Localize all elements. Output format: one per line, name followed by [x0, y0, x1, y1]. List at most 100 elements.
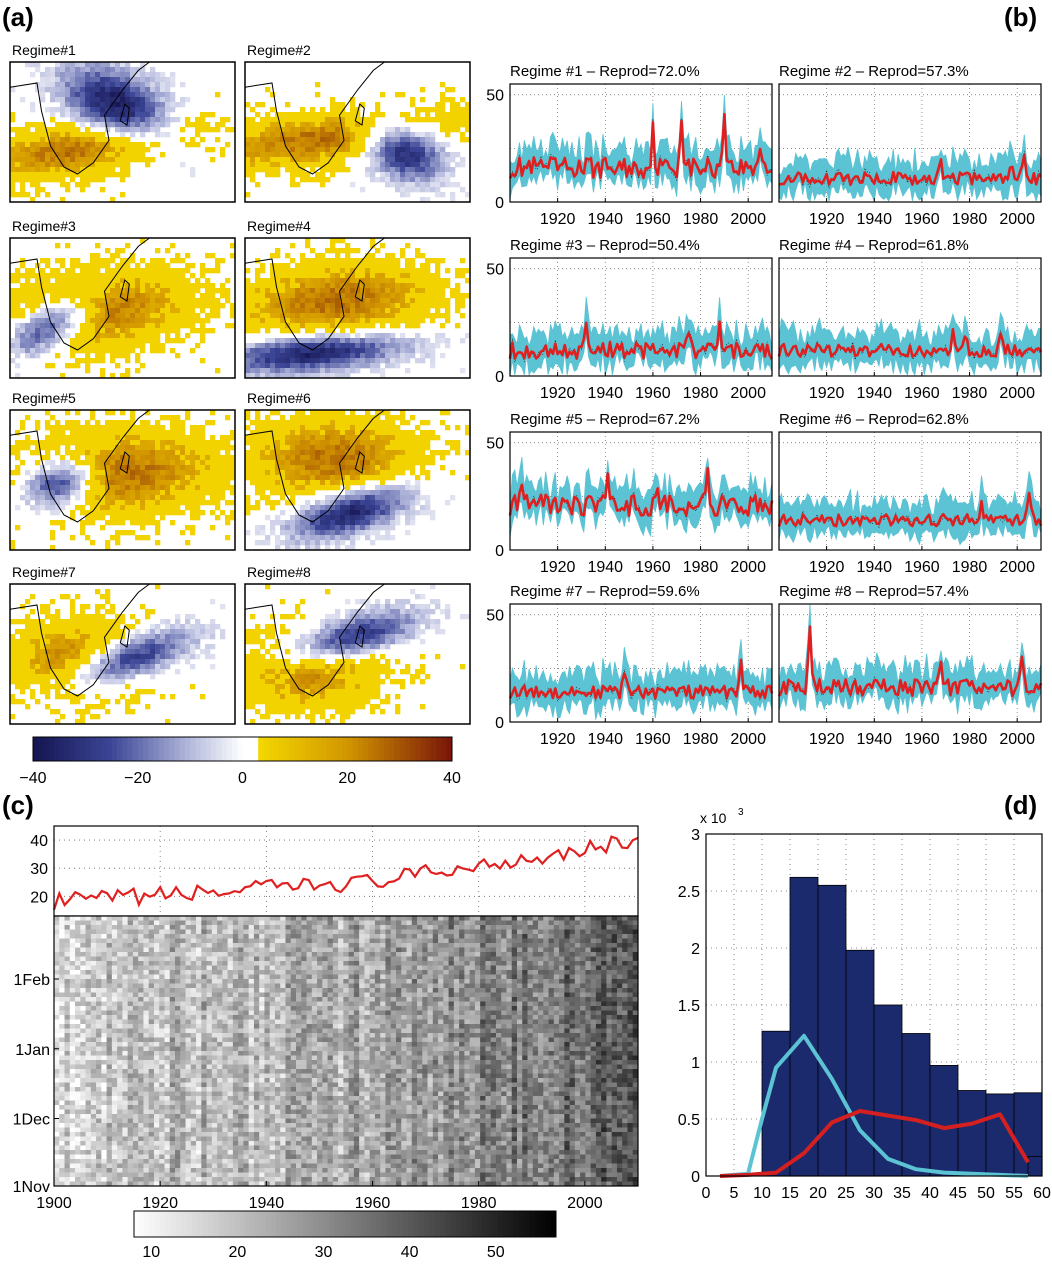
- map-cell: [55, 465, 61, 471]
- map-cell: [300, 273, 306, 279]
- map-cell: [65, 142, 71, 148]
- map-cell: [430, 313, 436, 319]
- map-cell: [160, 460, 166, 466]
- map-cell: [40, 268, 46, 274]
- map-cell: [25, 137, 31, 143]
- map-cell: [155, 278, 161, 284]
- map-cell: [40, 639, 46, 645]
- map-cell: [40, 348, 46, 354]
- map-cell: [400, 338, 406, 344]
- map-cell: [190, 634, 196, 640]
- map-cell: [455, 122, 461, 128]
- map-cell: [40, 273, 46, 279]
- map-cell: [430, 132, 436, 138]
- map-cell: [35, 649, 41, 655]
- map-cell: [130, 410, 136, 416]
- map-cell: [100, 445, 106, 451]
- map-cell: [195, 654, 201, 660]
- map-cell: [90, 62, 96, 68]
- map-cell: [70, 82, 76, 88]
- map-cell: [45, 338, 51, 344]
- map-cell: [135, 263, 141, 269]
- map-cell: [365, 338, 371, 344]
- map-cell: [105, 127, 111, 133]
- map-cell: [280, 495, 286, 501]
- map-cell: [160, 485, 166, 491]
- map-cell: [395, 92, 401, 98]
- map-cell: [105, 634, 111, 640]
- map-cell: [175, 313, 181, 319]
- map-cell: [145, 515, 151, 521]
- map-cell: [10, 177, 16, 183]
- map-cell: [35, 485, 41, 491]
- map-cell: [395, 137, 401, 143]
- map-cell: [250, 172, 256, 178]
- map-cell: [305, 455, 311, 461]
- map-cell: [245, 293, 251, 299]
- map-cell: [120, 500, 126, 506]
- map-cell: [115, 490, 121, 496]
- map-cell: [290, 313, 296, 319]
- map-cell: [420, 348, 426, 354]
- map-cell: [265, 122, 271, 128]
- map-cell: [285, 303, 291, 309]
- map-cell: [120, 495, 126, 501]
- map-cell: [330, 243, 336, 249]
- map-cell: [195, 303, 201, 309]
- map-cell: [170, 475, 176, 481]
- map-cell: [190, 318, 196, 324]
- map-cell: [275, 515, 281, 521]
- map-cell: [170, 440, 176, 446]
- map-cell: [390, 460, 396, 466]
- map-cell: [315, 142, 321, 148]
- map-cell: [70, 263, 76, 269]
- map-cell: [80, 67, 86, 73]
- map-cell: [325, 323, 331, 329]
- map-cell: [380, 510, 386, 516]
- map-cell: [405, 323, 411, 329]
- map-cell: [255, 298, 261, 304]
- map-cell: [320, 338, 326, 344]
- map-cell: [230, 500, 236, 506]
- map-cell: [130, 649, 136, 655]
- map-cell: [365, 505, 371, 511]
- map-cell: [120, 505, 126, 511]
- map-cell: [360, 353, 366, 359]
- map-cell: [360, 313, 366, 319]
- map-cell: [360, 318, 366, 324]
- map-cell: [345, 288, 351, 294]
- map-cell: [120, 142, 126, 148]
- map-cell: [300, 505, 306, 511]
- map-cell: [295, 490, 301, 496]
- map-cell: [430, 142, 436, 148]
- map-cell: [125, 102, 131, 108]
- map-cell: [45, 328, 51, 334]
- map-cell: [90, 465, 96, 471]
- map-cell: [175, 624, 181, 630]
- map-cell: [180, 82, 186, 88]
- map-cell: [70, 172, 76, 178]
- map-cell: [190, 450, 196, 456]
- map-cell: [75, 117, 81, 123]
- map-cell: [345, 112, 351, 118]
- map-cell: [435, 162, 441, 168]
- map-cell: [370, 495, 376, 501]
- map-cell: [260, 308, 266, 314]
- map-cell: [90, 430, 96, 436]
- map-cell: [205, 460, 211, 466]
- map-cell: [30, 649, 36, 655]
- map-cell: [60, 72, 66, 78]
- map-cell: [55, 157, 61, 163]
- map-cell: [15, 445, 21, 451]
- map-cell: [90, 629, 96, 635]
- map-cell: [155, 470, 161, 476]
- map-cell: [30, 495, 36, 501]
- map-cell: [305, 475, 311, 481]
- map-cell: [55, 298, 61, 304]
- map-cell: [270, 353, 276, 359]
- map-cell: [260, 425, 266, 431]
- map-cell: [420, 455, 426, 461]
- map-cell: [160, 440, 166, 446]
- map-cell: [255, 450, 261, 456]
- map-cell: [130, 460, 136, 466]
